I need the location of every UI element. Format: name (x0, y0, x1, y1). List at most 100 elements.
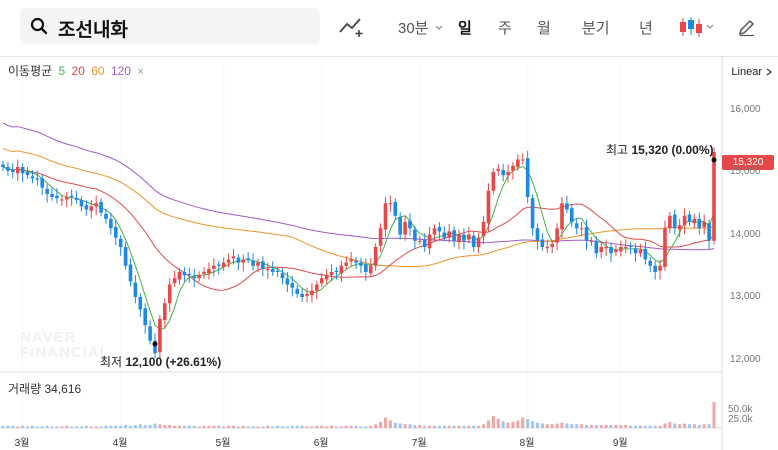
candle-body (109, 218, 113, 229)
period-tab-quarter[interactable]: 분기 (582, 20, 610, 37)
volume-bar (40, 426, 44, 428)
period-tab-week[interactable]: 주 (498, 20, 512, 37)
volume-bar (256, 426, 260, 428)
candle-body (481, 222, 486, 237)
candle-body (123, 247, 128, 266)
high-annotation: 최고 15,320 (0.00%) (606, 141, 714, 158)
legend-ma20[interactable]: 20 (71, 64, 85, 78)
volume-bar (158, 424, 162, 428)
moving-average-legend: 이동평균 5 20 60 120 × (8, 62, 147, 79)
volume-bar (339, 426, 343, 428)
volume-bar (99, 426, 103, 428)
candle-body (359, 262, 363, 266)
candle-body (506, 172, 510, 176)
candle-body (427, 234, 432, 249)
candle-body (94, 203, 98, 207)
volume-bar (11, 425, 15, 428)
volume-bar (403, 424, 407, 428)
chevron-right-icon[interactable] (766, 68, 772, 76)
x-month-label: 9월 (612, 438, 628, 449)
volume-bar (702, 424, 706, 428)
legend-close-icon[interactable]: × (137, 66, 144, 78)
volume-bar (678, 424, 682, 428)
candle-body (638, 250, 643, 254)
candlestick-type-icon[interactable] (678, 16, 718, 38)
candle-body (231, 256, 236, 259)
candle-body (241, 259, 246, 263)
candle-body (462, 234, 466, 241)
candle-body (614, 250, 618, 252)
candle-body (128, 264, 133, 282)
volume-bar (609, 425, 613, 428)
volume-bar (550, 424, 554, 428)
candle-body (1, 164, 5, 167)
volume-bar (383, 417, 387, 428)
volume-bar (545, 424, 549, 428)
volume-bar (589, 425, 593, 428)
low-value: 12,100 (125, 355, 163, 369)
legend-ma5[interactable]: 5 (58, 64, 66, 78)
period-tab-day[interactable]: 일 (458, 20, 472, 37)
volume-bar (472, 425, 476, 428)
volume-bar (423, 425, 427, 428)
volume-bar (565, 423, 569, 428)
volume-bar (496, 419, 500, 428)
volume-bar (65, 425, 69, 428)
volume-bar (246, 426, 250, 428)
volume-bar (89, 426, 93, 428)
candle-body (408, 220, 412, 229)
volume-label: 거래량 (8, 382, 42, 396)
candle-body (246, 258, 250, 260)
volume-bar (506, 422, 510, 428)
volume-bar (55, 426, 59, 428)
volume-bar (526, 419, 530, 428)
candle-body (687, 214, 692, 222)
candle-body (383, 203, 388, 230)
volume-bar (119, 425, 123, 428)
period-tab-year[interactable]: 년 (639, 20, 653, 37)
draw-trendline-icon[interactable] (338, 16, 366, 38)
volume-bar (334, 426, 338, 428)
period-tab-30min[interactable]: 30분 (398, 17, 443, 38)
volume-bar (104, 425, 108, 428)
stock-search-box[interactable]: 조선내화 (20, 8, 320, 44)
pencil-edit-icon[interactable] (737, 17, 757, 37)
candle-body (172, 278, 177, 284)
volume-bar (300, 425, 304, 428)
volume-bar (599, 425, 603, 428)
volume-bar (202, 425, 206, 428)
candle-body (467, 234, 471, 240)
candle-body (216, 264, 221, 266)
candle-body (270, 268, 275, 272)
volume-bar (325, 426, 329, 428)
legend-ma60[interactable]: 60 (91, 64, 105, 78)
volume-bar (192, 425, 196, 428)
low-label: 최저 (100, 355, 123, 369)
candle-body (712, 152, 716, 241)
candle-body (354, 260, 358, 263)
period-tab-month[interactable]: 월 (537, 20, 551, 37)
volume-bar (124, 425, 128, 428)
candle-body (364, 264, 368, 272)
legend-ma120[interactable]: 120 (110, 64, 131, 78)
volume-bar (614, 425, 618, 428)
volume-bar (521, 417, 525, 428)
volume-bar (173, 425, 177, 428)
candle-body (677, 225, 682, 230)
candle-body (378, 228, 383, 246)
volume-bar (531, 421, 535, 428)
stock-name: 조선내화 (58, 20, 128, 41)
candle-body (55, 195, 59, 199)
candle-body (177, 272, 182, 280)
candle-body (319, 278, 324, 284)
volume-bar (452, 425, 456, 428)
candle-body (310, 290, 314, 296)
candle-body (197, 275, 201, 279)
candle-body (702, 222, 706, 227)
candle-body (594, 240, 599, 254)
ma60-line (2, 147, 715, 268)
scale-type-label[interactable]: Linear (731, 66, 762, 78)
candle-body (329, 272, 334, 276)
candle-body (275, 270, 280, 272)
